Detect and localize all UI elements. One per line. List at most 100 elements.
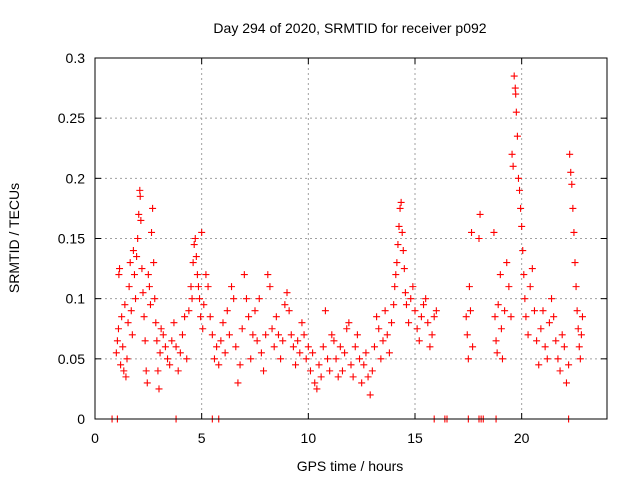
data-point bbox=[266, 283, 274, 291]
data-point bbox=[274, 331, 282, 339]
data-points bbox=[108, 72, 586, 423]
data-point bbox=[413, 325, 421, 333]
data-point bbox=[200, 301, 208, 309]
data-point bbox=[469, 343, 477, 351]
data-point bbox=[338, 367, 346, 375]
data-point bbox=[554, 355, 562, 363]
data-point bbox=[383, 331, 391, 339]
data-point bbox=[161, 343, 169, 351]
data-point bbox=[296, 349, 304, 357]
data-point bbox=[517, 204, 525, 212]
data-point bbox=[120, 367, 128, 375]
data-point bbox=[514, 174, 522, 182]
data-point bbox=[362, 349, 370, 357]
data-point bbox=[572, 283, 580, 291]
data-point bbox=[277, 355, 285, 363]
data-point bbox=[232, 343, 240, 351]
data-point bbox=[407, 295, 415, 303]
data-point bbox=[128, 331, 136, 339]
data-point bbox=[183, 355, 191, 363]
data-point bbox=[181, 313, 189, 321]
data-point bbox=[353, 331, 361, 339]
data-point bbox=[156, 349, 164, 357]
data-point bbox=[135, 210, 143, 218]
data-point bbox=[466, 307, 474, 315]
y-tick-label: 0.15 bbox=[58, 231, 85, 247]
data-point bbox=[155, 385, 163, 393]
data-point bbox=[245, 313, 253, 321]
data-point bbox=[498, 355, 506, 363]
data-point bbox=[476, 210, 484, 218]
data-point bbox=[465, 283, 473, 291]
data-point bbox=[185, 307, 193, 315]
data-point bbox=[298, 319, 306, 327]
data-point bbox=[417, 313, 425, 321]
data-point bbox=[123, 355, 131, 363]
data-point bbox=[576, 355, 584, 363]
y-tick-label: 0.25 bbox=[58, 110, 85, 126]
data-point bbox=[521, 295, 529, 303]
data-point bbox=[347, 361, 355, 369]
data-point bbox=[292, 361, 300, 369]
data-point bbox=[202, 271, 210, 279]
data-point bbox=[373, 313, 381, 321]
data-point bbox=[573, 307, 581, 315]
data-point bbox=[130, 271, 138, 279]
data-point bbox=[315, 361, 323, 369]
data-point bbox=[541, 343, 549, 351]
data-point bbox=[236, 361, 244, 369]
data-point bbox=[565, 361, 573, 369]
data-point bbox=[390, 301, 398, 309]
data-point bbox=[426, 343, 434, 351]
data-point bbox=[491, 313, 499, 321]
data-point bbox=[196, 295, 204, 303]
data-point bbox=[251, 307, 259, 315]
data-point bbox=[334, 373, 342, 381]
data-point bbox=[194, 283, 202, 291]
data-point bbox=[117, 361, 125, 369]
data-point bbox=[336, 343, 344, 351]
data-point bbox=[397, 198, 405, 206]
data-point bbox=[115, 271, 123, 279]
data-point bbox=[193, 271, 201, 279]
data-point bbox=[393, 259, 401, 267]
data-point bbox=[522, 313, 530, 321]
data-point bbox=[146, 301, 154, 309]
data-point bbox=[116, 265, 124, 273]
data-point bbox=[168, 337, 176, 345]
data-point bbox=[528, 265, 536, 273]
x-tick-label: 15 bbox=[407, 430, 423, 446]
data-point bbox=[221, 349, 229, 357]
data-point bbox=[287, 331, 295, 339]
data-point bbox=[328, 331, 336, 339]
data-point bbox=[197, 313, 205, 321]
data-point bbox=[255, 295, 263, 303]
data-point bbox=[309, 349, 317, 357]
data-point bbox=[164, 355, 172, 363]
data-point bbox=[199, 325, 207, 333]
data-point bbox=[152, 319, 160, 327]
data-point bbox=[424, 319, 432, 327]
data-point bbox=[283, 289, 291, 297]
y-tick-label: 0.1 bbox=[66, 291, 86, 307]
data-point bbox=[530, 307, 538, 315]
data-point bbox=[512, 108, 520, 116]
data-point bbox=[464, 355, 472, 363]
data-point bbox=[148, 228, 156, 236]
data-point bbox=[569, 204, 577, 212]
data-point bbox=[204, 283, 212, 291]
x-axis-title: GPS time / hours bbox=[297, 458, 404, 474]
data-point bbox=[260, 367, 268, 375]
plot-frame bbox=[94, 57, 608, 420]
data-point bbox=[176, 349, 184, 357]
data-point bbox=[377, 355, 385, 363]
data-point bbox=[432, 307, 440, 315]
axis-ticks: 0 5 10 15 20 0 0.05 0.1 0.15 0.2 0.25 0.3 bbox=[58, 50, 607, 446]
data-point bbox=[174, 367, 182, 375]
data-point bbox=[228, 283, 236, 291]
data-point bbox=[368, 367, 376, 375]
data-point bbox=[381, 307, 389, 315]
data-point bbox=[535, 361, 543, 369]
data-point bbox=[503, 259, 511, 267]
